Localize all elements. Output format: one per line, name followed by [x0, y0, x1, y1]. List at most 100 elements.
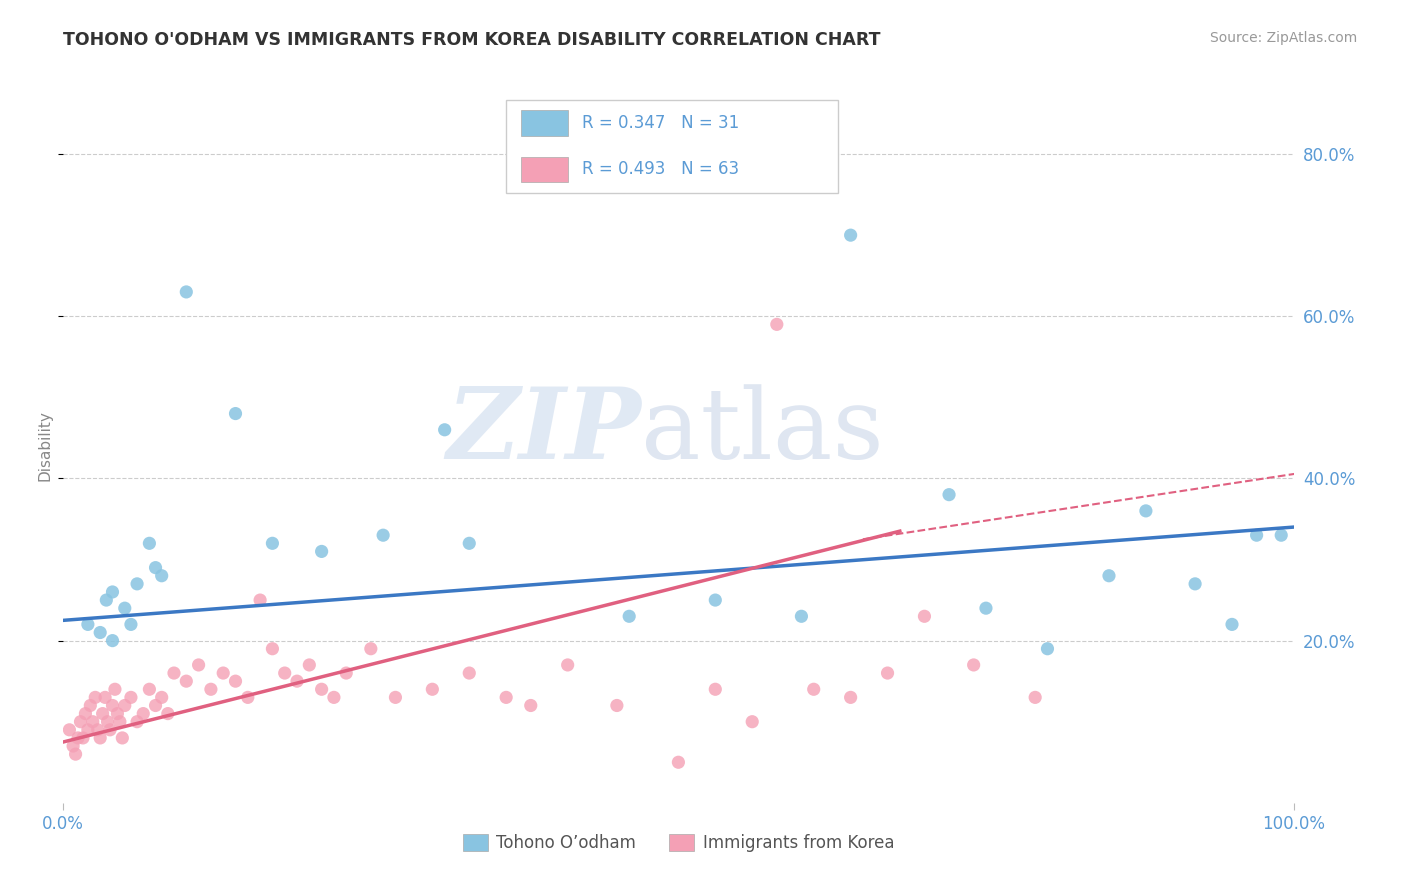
Point	[75, 706, 97, 721]
Point	[187, 657, 209, 672]
Point	[89, 731, 111, 745]
Point	[94, 690, 117, 705]
Point	[138, 682, 160, 697]
Text: TOHONO O'ODHAM VS IMMIGRANTS FROM KOREA DISABILITY CORRELATION CHART: TOHONO O'ODHAM VS IMMIGRANTS FROM KOREA …	[63, 31, 880, 49]
Point	[974, 601, 997, 615]
Point	[262, 536, 284, 550]
Point	[1036, 641, 1059, 656]
Point	[225, 674, 247, 689]
Point	[82, 714, 104, 729]
Point	[298, 657, 321, 672]
Point	[236, 690, 259, 705]
Point	[557, 657, 579, 672]
Point	[120, 617, 142, 632]
Point	[107, 706, 129, 721]
Point	[803, 682, 825, 697]
Point	[741, 714, 763, 729]
Point	[704, 682, 727, 697]
Point	[69, 714, 91, 729]
Point	[114, 698, 136, 713]
Point	[225, 407, 247, 421]
Point	[619, 609, 641, 624]
Point	[145, 698, 167, 713]
Point	[114, 601, 136, 615]
Point	[65, 747, 87, 761]
Point	[174, 285, 197, 299]
Point	[1270, 528, 1292, 542]
Point	[132, 706, 155, 721]
Point	[1135, 504, 1157, 518]
Point	[360, 641, 382, 656]
Point	[311, 682, 333, 697]
Point	[212, 666, 235, 681]
Point	[371, 528, 394, 542]
Point	[839, 228, 862, 243]
Point	[666, 756, 689, 770]
Point	[150, 690, 173, 705]
Point	[111, 731, 134, 745]
Point	[249, 593, 271, 607]
Point	[84, 690, 107, 705]
Point	[458, 666, 481, 681]
Point	[62, 739, 84, 753]
Point	[839, 690, 862, 705]
Point	[200, 682, 222, 697]
Point	[938, 488, 960, 502]
Point	[285, 674, 308, 689]
Point	[98, 723, 121, 737]
Point	[174, 674, 197, 689]
Point	[150, 568, 173, 582]
Point	[72, 731, 94, 745]
Point	[262, 641, 284, 656]
Text: R = 0.347   N = 31: R = 0.347 N = 31	[582, 114, 740, 132]
Point	[520, 698, 543, 713]
Point	[458, 536, 481, 550]
Point	[101, 585, 124, 599]
Point	[120, 690, 142, 705]
FancyBboxPatch shape	[520, 157, 568, 182]
Point	[433, 423, 456, 437]
Point	[1220, 617, 1243, 632]
Point	[876, 666, 898, 681]
Point	[1024, 690, 1046, 705]
Point	[145, 560, 167, 574]
Point	[138, 536, 160, 550]
Point	[790, 609, 813, 624]
Point	[127, 577, 148, 591]
Point	[91, 706, 114, 721]
Point	[101, 633, 124, 648]
Point	[163, 666, 186, 681]
Legend: Tohono O’odham, Immigrants from Korea: Tohono O’odham, Immigrants from Korea	[456, 827, 901, 859]
Point	[101, 698, 124, 713]
Point	[384, 690, 406, 705]
Point	[1246, 528, 1268, 542]
Point	[76, 617, 98, 632]
Text: atlas: atlas	[641, 384, 884, 480]
FancyBboxPatch shape	[506, 100, 838, 193]
Point	[96, 714, 118, 729]
Point	[104, 682, 127, 697]
Point	[76, 723, 98, 737]
Point	[323, 690, 346, 705]
Point	[156, 706, 179, 721]
Point	[96, 593, 118, 607]
Point	[914, 609, 936, 624]
Text: R = 0.493   N = 63: R = 0.493 N = 63	[582, 161, 740, 178]
Point	[962, 657, 984, 672]
Point	[127, 714, 148, 729]
Point	[422, 682, 444, 697]
Y-axis label: Disability: Disability	[38, 410, 53, 482]
Point	[108, 714, 131, 729]
Point	[606, 698, 628, 713]
Point	[765, 318, 787, 332]
Text: ZIP: ZIP	[447, 384, 641, 480]
Point	[79, 698, 101, 713]
Point	[1184, 577, 1206, 591]
FancyBboxPatch shape	[520, 111, 568, 136]
Text: Source: ZipAtlas.com: Source: ZipAtlas.com	[1209, 31, 1357, 45]
Point	[58, 723, 80, 737]
Point	[67, 731, 90, 745]
Point	[87, 723, 110, 737]
Point	[273, 666, 295, 681]
Point	[1098, 568, 1121, 582]
